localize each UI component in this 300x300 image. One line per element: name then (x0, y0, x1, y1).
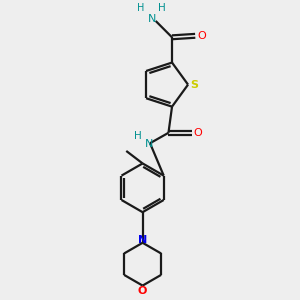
Text: N: N (148, 14, 156, 25)
Text: O: O (138, 286, 147, 296)
Text: O: O (197, 31, 206, 41)
Text: O: O (194, 128, 203, 138)
Text: N: N (145, 139, 153, 149)
Text: H: H (136, 4, 144, 14)
Text: S: S (190, 80, 199, 90)
Text: H: H (134, 131, 141, 141)
Text: H: H (158, 4, 166, 14)
Text: N: N (138, 235, 147, 244)
